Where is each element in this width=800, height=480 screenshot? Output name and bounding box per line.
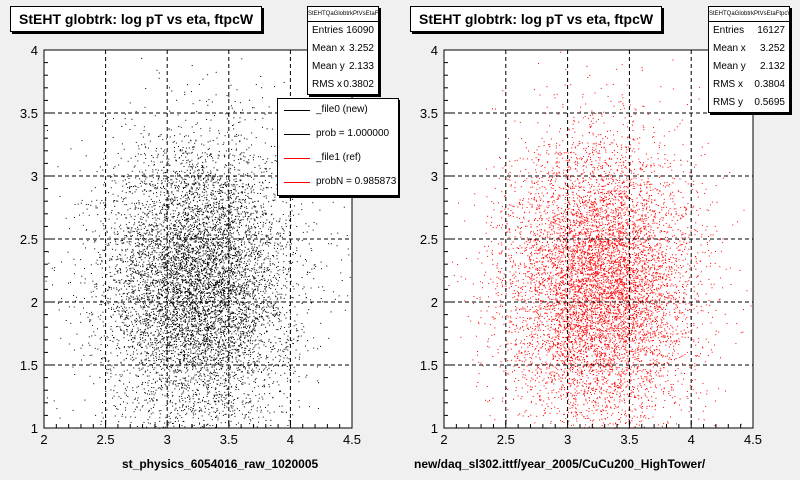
legend-line: [284, 182, 310, 183]
stats-value: 0.3802: [343, 79, 374, 90]
x-tick-label: 2.5: [497, 432, 515, 447]
right-scatter-plot[interactable]: 2 2.5 3 3.5 4 4.5 1 1.5 2 2.5 3 3.5 4: [400, 0, 800, 480]
y-tick-label: 1.5: [420, 358, 438, 373]
left-plot-title: StEHT globtrk: log pT vs eta, ftpcW: [10, 6, 263, 32]
y-tick-label: 2: [431, 295, 438, 310]
left-stats-box: StEHTQaGlobtrkPtVsEtaFtpcW Entries 16090…: [307, 6, 379, 95]
legend-label: _file1 (ref): [316, 152, 362, 163]
legend-label: prob = 1.000000: [316, 128, 390, 139]
x-tick-label: 3: [164, 432, 171, 447]
stats-value: 16090: [346, 25, 374, 36]
x-tick-label: 3: [564, 432, 571, 447]
plot-frame: [443, 49, 754, 429]
x-tick-label: 4.5: [343, 432, 361, 447]
right-plot-pad: 2 2.5 3 3.5 4 4.5 1 1.5 2 2.5 3 3.5 4 StEHT globtrk:…: [400, 0, 800, 480]
legend-line: [284, 158, 310, 159]
legend-label: probN = 0.985873: [316, 176, 397, 187]
y-tick-label: 4: [31, 43, 38, 58]
left-stats-title: StEHTQaGlobtrkPtVsEtaFtpcW: [308, 7, 378, 22]
stats-value: 16127: [757, 25, 785, 36]
y-tick-label: 1: [431, 421, 438, 436]
stats-label: Mean x: [312, 43, 345, 54]
legend-label: _file0 (new): [316, 104, 368, 115]
data-points: [448, 51, 752, 429]
y-tick-label: 2: [31, 295, 38, 310]
right-x-axis-label: new/daq_sl302.ittf/year_2005/CuCu200_Hig…: [414, 457, 706, 471]
stats-label: RMS x: [312, 79, 342, 90]
stats-label: RMS y: [713, 97, 743, 108]
right-stats-row: Entries 16127: [709, 22, 789, 40]
legend-entry: _file0 (new): [278, 99, 398, 123]
left-stats-row: RMS x 0.3802: [308, 76, 378, 94]
y-tick-label: 4: [431, 43, 438, 58]
right-stats-row: Mean y 2.132: [709, 58, 789, 76]
stats-value: 3.252: [348, 43, 374, 54]
x-tick-label: 4: [287, 432, 294, 447]
left-x-axis-label: st_physics_6054016_raw_1020005: [122, 457, 319, 471]
y-tick-label: 3: [31, 169, 38, 184]
stats-value: 2.132: [759, 61, 785, 72]
legend-line: [284, 134, 310, 135]
right-stats-title: StEHTQaGlobtrkPtVsEtaFtpcW: [709, 7, 789, 22]
left-stats-row: Mean x 3.252: [308, 40, 378, 58]
legend-entry: _file1 (ref): [278, 147, 398, 171]
x-tick-label: 2: [440, 432, 447, 447]
x-tick-label: 3.5: [620, 432, 638, 447]
legend-entry: prob = 1.000000: [278, 123, 398, 147]
x-tick-label: 4.5: [744, 432, 762, 447]
stats-label: Mean y: [713, 61, 746, 72]
y-tick-label: 3.5: [20, 106, 38, 121]
x-tick-label: 3.5: [220, 432, 238, 447]
y-tick-label: 2.5: [420, 232, 438, 247]
stats-label: Entries: [312, 25, 344, 36]
y-tick-label: 1: [31, 421, 38, 436]
left-plot-pad: 2 2.5 3 3.5 4 4.5 1 1.5 2 2.5 3 3.5 4 StEHT globtrk:…: [0, 0, 400, 480]
y-tick-label: 1.5: [20, 358, 38, 373]
stats-label: Mean y: [312, 61, 345, 72]
stats-value: 3.252: [759, 43, 785, 54]
plot-frame: [43, 49, 353, 429]
right-stats-row: RMS y 0.5695: [709, 94, 789, 112]
legend-line: [284, 110, 310, 111]
x-tick-label: 2: [40, 432, 47, 447]
right-stats-box: StEHTQaGlobtrkPtVsEtaFtpcW Entries 16127…: [708, 6, 790, 113]
y-tick-label: 3.5: [420, 106, 438, 121]
y-tick-label: 3: [431, 169, 438, 184]
x-tick-label: 4: [688, 432, 695, 447]
stats-label: RMS x: [713, 79, 743, 90]
stats-value: 2.133: [348, 61, 374, 72]
right-stats-row: Mean x 3.252: [709, 40, 789, 58]
left-stats-row: Mean y 2.133: [308, 58, 378, 76]
stats-value: 0.5695: [754, 97, 785, 108]
stats-value: 0.3804: [754, 79, 785, 90]
legend-entry: probN = 0.985873: [278, 171, 398, 195]
x-tick-label: 2.5: [97, 432, 115, 447]
stats-label: Mean x: [713, 43, 746, 54]
stats-label: Entries: [713, 25, 745, 36]
right-stats-row: RMS x 0.3804: [709, 76, 789, 94]
y-tick-label: 2.5: [20, 232, 38, 247]
right-plot-title: StEHT globtrk: log pT vs eta, ftpcW: [410, 6, 663, 32]
legend-box: _file0 (new) prob = 1.000000 _file1 (ref…: [277, 98, 399, 196]
left-stats-row: Entries 16090: [308, 22, 378, 40]
